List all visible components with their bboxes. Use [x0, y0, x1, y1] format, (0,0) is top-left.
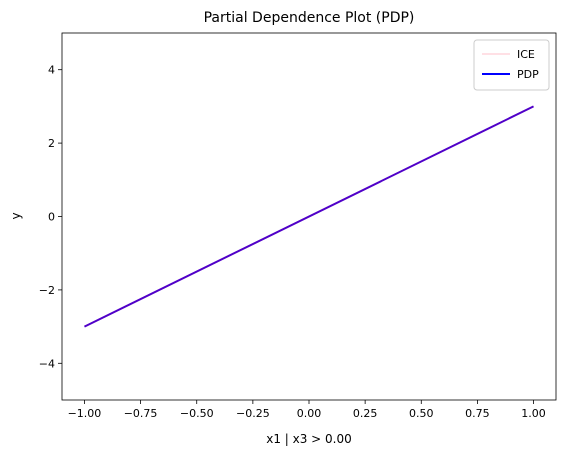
x-tick-label: 1.00: [521, 407, 546, 420]
x-tick-label: 0.00: [297, 407, 322, 420]
y-axis: −4 −2 0 2 4: [39, 64, 62, 370]
x-tick-label: 0.75: [465, 407, 490, 420]
chart-title: Partial Dependence Plot (PDP): [204, 10, 415, 26]
x-tick-label: −0.25: [236, 407, 270, 420]
x-tick-label: −0.50: [180, 407, 214, 420]
legend: ICE PDP: [473, 39, 550, 91]
y-tick-label: −2: [39, 284, 55, 297]
y-tick-label: 0: [48, 211, 55, 224]
x-tick-label: −1.00: [68, 407, 102, 420]
y-axis-label: y: [9, 212, 23, 219]
legend-label-pdp: PDP: [517, 68, 539, 81]
x-tick-label: −0.75: [124, 407, 158, 420]
series-line-pdp: [84, 105, 534, 328]
y-tick-label: −4: [39, 357, 55, 370]
x-tick-label: 0.25: [353, 407, 378, 420]
legend-box: [473, 39, 550, 91]
x-axis: −1.00 −0.75 −0.50 −0.25 0.00 0.25 0.50 0.75 1.00: [68, 400, 546, 420]
x-axis-label: x1 | x3 > 0.00: [266, 432, 352, 446]
y-tick-label: 2: [48, 137, 55, 150]
legend-label-ice: ICE: [517, 48, 535, 61]
x-tick-label: 0.50: [409, 407, 434, 420]
y-tick-label: 4: [48, 64, 55, 77]
